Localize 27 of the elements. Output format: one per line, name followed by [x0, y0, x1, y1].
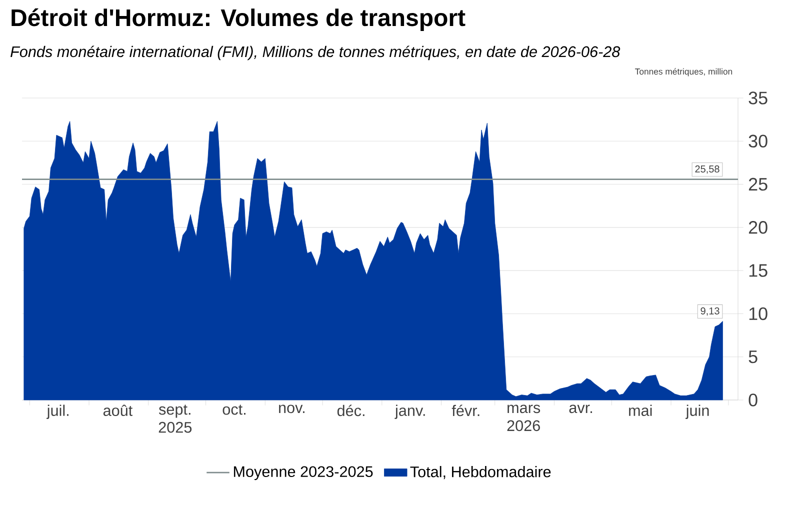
- legend-label: Total, Hebdomadaire: [410, 466, 551, 480]
- y-tick-label: 30: [748, 134, 768, 148]
- y-tick-label: 10: [749, 307, 768, 320]
- y-tick-label: 0: [748, 394, 758, 406]
- annotation: 9,13: [700, 307, 720, 316]
- annotation: 25,58: [695, 165, 720, 174]
- legend-label: Moyenne 2023-2025: [234, 466, 373, 480]
- x-tick-label: mars 2026: [507, 404, 540, 432]
- x-tick-label: oct.: [222, 404, 246, 415]
- x-tick-label: nov.: [279, 404, 304, 414]
- x-tick-label: août: [103, 404, 133, 416]
- y-tick-label: 20: [748, 221, 768, 234]
- chart-title: Détroit d'Hormuz: Volumes de transport: [12, 8, 466, 31]
- x-tick-label: janv.: [394, 404, 425, 419]
- y-tick-label: 25: [748, 178, 768, 191]
- x-tick-label: sept. 2025: [158, 404, 192, 433]
- x-tick-label: juin: [685, 404, 709, 419]
- chart-subtitle: Fonds monétaire international (FMI), Millions de tonnes métriques, en date de 2026-06-28: [10, 46, 620, 60]
- x-tick-label: mai: [629, 404, 652, 416]
- x-tick-label: avr.: [569, 404, 592, 414]
- x-tick-label: juil.: [46, 404, 68, 419]
- x-tick-label: déc.: [337, 404, 364, 416]
- y-tick-label: 15: [749, 264, 768, 277]
- x-tick-label: févr.: [452, 404, 480, 416]
- y-axis-title: Tonnes métriques, million: [635, 68, 732, 76]
- y-tick-label: 5: [748, 350, 758, 364]
- y-tick-label: 35: [748, 92, 768, 104]
